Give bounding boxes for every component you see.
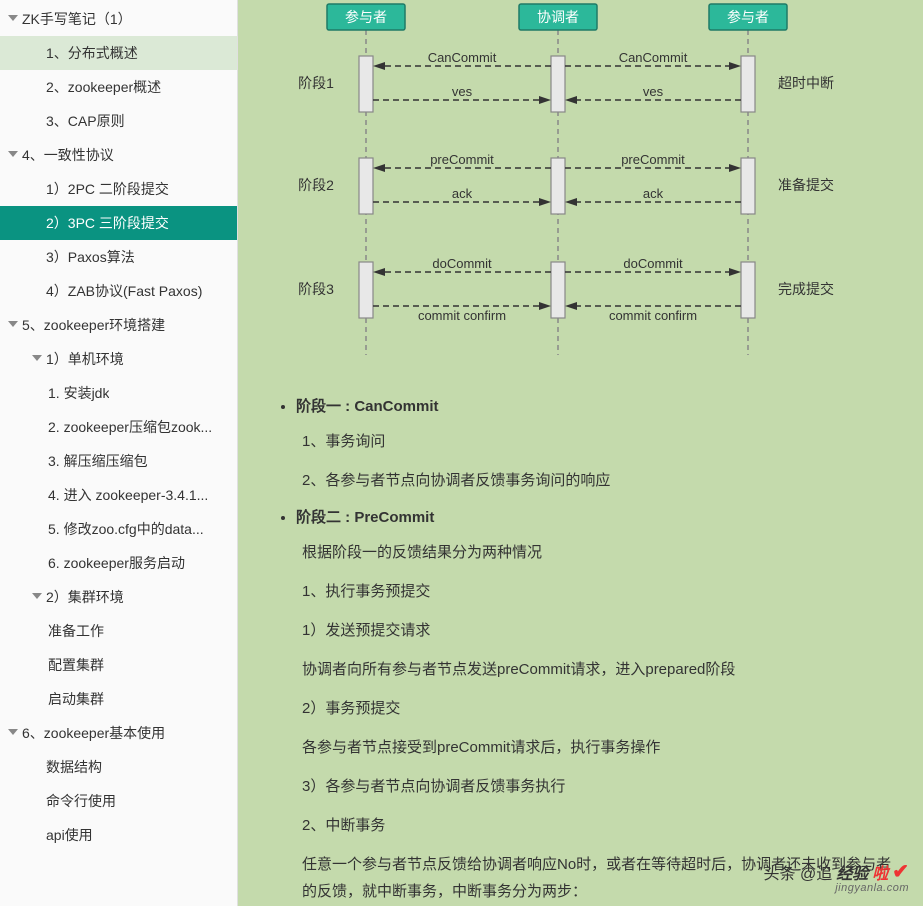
nav-label: ZK手写笔记（1） [22, 9, 132, 29]
text-line: 1、事务询问 [302, 428, 895, 455]
nav-item-config-cluster[interactable]: 配置集群 [0, 648, 237, 682]
caret-down-icon [6, 727, 18, 739]
text-line: 协调者向所有参与者节点发送preCommit请求，进入prepared阶段 [302, 656, 895, 683]
nav-label: 启动集群 [48, 689, 104, 709]
sequence-diagram: 参与者 协调者 参与者 阶段1 超时中断 CanCommit ves CanCo… [238, 0, 868, 360]
nav-item-data-struct[interactable]: 数据结构 [0, 750, 237, 784]
nav-item-paxos[interactable]: 3）Paxos算法 [0, 240, 237, 274]
text-line: 2、中断事务 [302, 812, 895, 839]
svg-text:preCommit: preCommit [430, 152, 494, 167]
check-icon: ✔ [892, 859, 909, 884]
nav-label: 3）Paxos算法 [46, 247, 135, 267]
watermark: 头条 @追 经验啦 ✔ jingyanla.com [764, 859, 910, 894]
nav-label: 4. 进入 zookeeper-3.4.1... [48, 485, 208, 505]
caret-down-icon [30, 591, 42, 603]
text-line: 2、各参与者节点向协调者反馈事务询问的响应 [302, 467, 895, 494]
nav-item-2pc[interactable]: 1）2PC 二阶段提交 [0, 172, 237, 206]
nav-item-zk-zip[interactable]: 2. zookeeper压缩包zook... [0, 410, 237, 444]
svg-text:ves: ves [643, 84, 664, 99]
caret-down-icon [6, 13, 18, 25]
nav-label: 数据结构 [46, 757, 102, 777]
nav-item-enter-zk[interactable]: 4. 进入 zookeeper-3.4.1... [0, 478, 237, 512]
note-3: 完成提交 [778, 281, 834, 297]
nav-item-env[interactable]: 5、zookeeper环境搭建 [0, 308, 237, 342]
note-2: 准备提交 [778, 177, 834, 193]
text-line: 1、执行事务预提交 [302, 578, 895, 605]
text-line: 各参与者节点接受到preCommit请求后，执行事务操作 [302, 734, 895, 761]
nav-item-single[interactable]: 1）单机环境 [0, 342, 237, 376]
nav-label: 配置集群 [48, 655, 104, 675]
nav-label: 5、zookeeper环境搭建 [22, 315, 165, 335]
svg-text:ack: ack [452, 186, 473, 201]
nav-label: 准备工作 [48, 621, 104, 641]
nav-label: api使用 [46, 825, 93, 845]
nav-label: 1）单机环境 [46, 349, 124, 369]
svg-text:commit confirm: commit confirm [418, 308, 506, 323]
participant-right: 参与者 [727, 9, 769, 25]
nav-label: 5. 修改zoo.cfg中的data... [48, 519, 204, 539]
article-body: 阶段一 : CanCommit 1、事务询问 2、各参与者节点向协调者反馈事务询… [238, 363, 923, 906]
nav-item-zk-basic[interactable]: 6、zookeeper基本使用 [0, 716, 237, 750]
nav-item-cap[interactable]: 3、CAP原则 [0, 104, 237, 138]
caret-down-icon [6, 149, 18, 161]
nav-item-cluster[interactable]: 2）集群环境 [0, 580, 237, 614]
phase-1-label: 阶段1 [298, 75, 334, 91]
nav-item-zk-overview[interactable]: 2、zookeeper概述 [0, 70, 237, 104]
nav-label: 1. 安装jdk [48, 383, 109, 403]
participant-left: 参与者 [345, 9, 387, 25]
text-line: 3）各参与者节点向协调者反馈事务执行 [302, 773, 895, 800]
nav-label: 4、一致性协议 [22, 145, 114, 165]
watermark-jy: 经验 [836, 860, 868, 884]
phase1-heading: 阶段一 : CanCommit [296, 398, 439, 415]
caret-down-icon [30, 353, 42, 365]
nav-label: 2、zookeeper概述 [46, 77, 161, 97]
nav-label: 命令行使用 [46, 791, 116, 811]
note-1: 超时中断 [778, 75, 834, 91]
nav-label: 6. zookeeper服务启动 [48, 553, 185, 573]
svg-text:doCommit: doCommit [432, 256, 492, 271]
nav-item-prep[interactable]: 准备工作 [0, 614, 237, 648]
main-content: 参与者 协调者 参与者 阶段1 超时中断 CanCommit ves CanCo… [238, 0, 923, 906]
nav-item-cli[interactable]: 命令行使用 [0, 784, 237, 818]
nav-item-zab[interactable]: 4）ZAB协议(Fast Paxos) [0, 274, 237, 308]
nav-label: 1、分布式概述 [46, 43, 138, 63]
nav-item-root[interactable]: ZK手写笔记（1） [0, 2, 237, 36]
nav-label: 3. 解压缩压缩包 [48, 451, 148, 471]
text-line: 根据阶段一的反馈结果分为两种情况 [302, 539, 895, 566]
nav-item-start-cluster[interactable]: 启动集群 [0, 682, 237, 716]
nav-label: 3、CAP原则 [46, 111, 125, 131]
nav-item-api[interactable]: api使用 [0, 818, 237, 852]
svg-text:commit confirm: commit confirm [609, 308, 697, 323]
nav-label: 6、zookeeper基本使用 [22, 723, 165, 743]
phase2-heading: 阶段二 : PreCommit [296, 509, 434, 526]
nav-item-zk-start[interactable]: 6. zookeeper服务启动 [0, 546, 237, 580]
nav-item-consistency[interactable]: 4、一致性协议 [0, 138, 237, 172]
nav-label: 1）2PC 二阶段提交 [46, 179, 169, 199]
nav-item-3pc[interactable]: 2）3PC 三阶段提交 [0, 206, 237, 240]
nav-label: 2）3PC 三阶段提交 [46, 213, 169, 233]
caret-down-icon [6, 319, 18, 331]
watermark-la: 啦 [872, 860, 888, 884]
svg-text:preCommit: preCommit [621, 152, 685, 167]
watermark-toutiao: 头条 @追 [764, 860, 833, 884]
svg-text:CanCommit: CanCommit [619, 50, 688, 65]
svg-text:ack: ack [643, 186, 664, 201]
phase-2-label: 阶段2 [298, 177, 334, 193]
nav-item-unzip[interactable]: 3. 解压缩压缩包 [0, 444, 237, 478]
text-line: 2）事务预提交 [302, 695, 895, 722]
nav-label: 4）ZAB协议(Fast Paxos) [46, 281, 202, 301]
nav-item-zoo-cfg[interactable]: 5. 修改zoo.cfg中的data... [0, 512, 237, 546]
phase-3-label: 阶段3 [298, 281, 334, 297]
svg-text:ves: ves [452, 84, 473, 99]
sidebar: ZK手写笔记（1） 1、分布式概述 2、zookeeper概述 3、CAP原则 … [0, 0, 238, 906]
svg-text:CanCommit: CanCommit [428, 50, 497, 65]
watermark-domain: jingyanla.com [835, 882, 909, 894]
participant-mid: 协调者 [537, 9, 579, 25]
nav-item-jdk[interactable]: 1. 安装jdk [0, 376, 237, 410]
text-line: 1）发送预提交请求 [302, 617, 895, 644]
nav-label: 2. zookeeper压缩包zook... [48, 417, 212, 437]
nav-item-distributed-overview[interactable]: 1、分布式概述 [0, 36, 237, 70]
nav-label: 2）集群环境 [46, 587, 124, 607]
svg-text:doCommit: doCommit [623, 256, 683, 271]
